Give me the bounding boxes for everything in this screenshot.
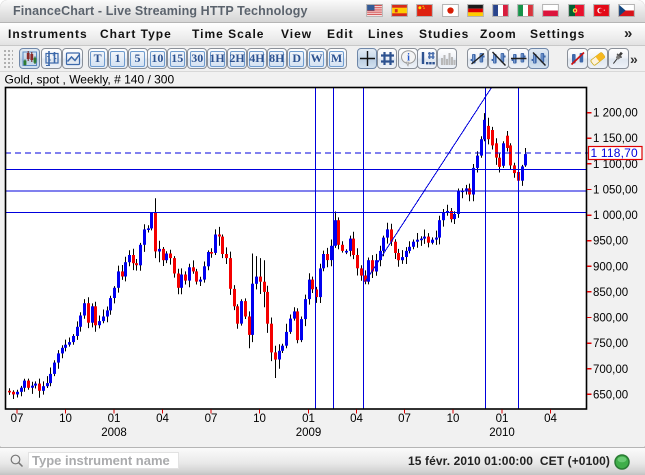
- svg-text:04: 04: [350, 413, 363, 425]
- svg-text:07: 07: [205, 413, 218, 425]
- svg-text:1 200,00: 1 200,00: [593, 108, 638, 120]
- svg-text:700,00: 700,00: [593, 364, 628, 376]
- svg-text:1 100,00: 1 100,00: [593, 159, 638, 171]
- svg-text:2009: 2009: [296, 427, 322, 439]
- svg-text:650,00: 650,00: [593, 389, 628, 401]
- svg-text:10: 10: [253, 413, 266, 425]
- svg-text:04: 04: [156, 413, 169, 425]
- svg-text:10: 10: [447, 413, 460, 425]
- svg-text:950,00: 950,00: [593, 236, 628, 248]
- svg-text:07: 07: [398, 413, 411, 425]
- svg-text:1 118,70: 1 118,70: [591, 146, 639, 160]
- svg-text:2008: 2008: [101, 427, 127, 439]
- svg-text:1 150,00: 1 150,00: [593, 133, 638, 145]
- svg-text:850,00: 850,00: [593, 287, 628, 299]
- svg-text:i: i: [407, 53, 410, 64]
- svg-text:900,00: 900,00: [593, 261, 628, 273]
- svg-text:800,00: 800,00: [593, 313, 628, 325]
- svg-text:10: 10: [59, 413, 72, 425]
- svg-text:01: 01: [108, 413, 121, 425]
- svg-text:1 000,00: 1 000,00: [593, 210, 638, 222]
- svg-text:01: 01: [496, 413, 509, 425]
- svg-text:07: 07: [11, 413, 24, 425]
- svg-text:1 050,00: 1 050,00: [593, 185, 638, 197]
- svg-text:Gold, spot , Weekly, # 140 / 3: Gold, spot , Weekly, # 140 / 300: [5, 73, 175, 87]
- svg-text:04: 04: [544, 413, 557, 425]
- svg-text:2010: 2010: [489, 427, 515, 439]
- svg-text:01: 01: [302, 413, 315, 425]
- svg-text:750,00: 750,00: [593, 338, 628, 350]
